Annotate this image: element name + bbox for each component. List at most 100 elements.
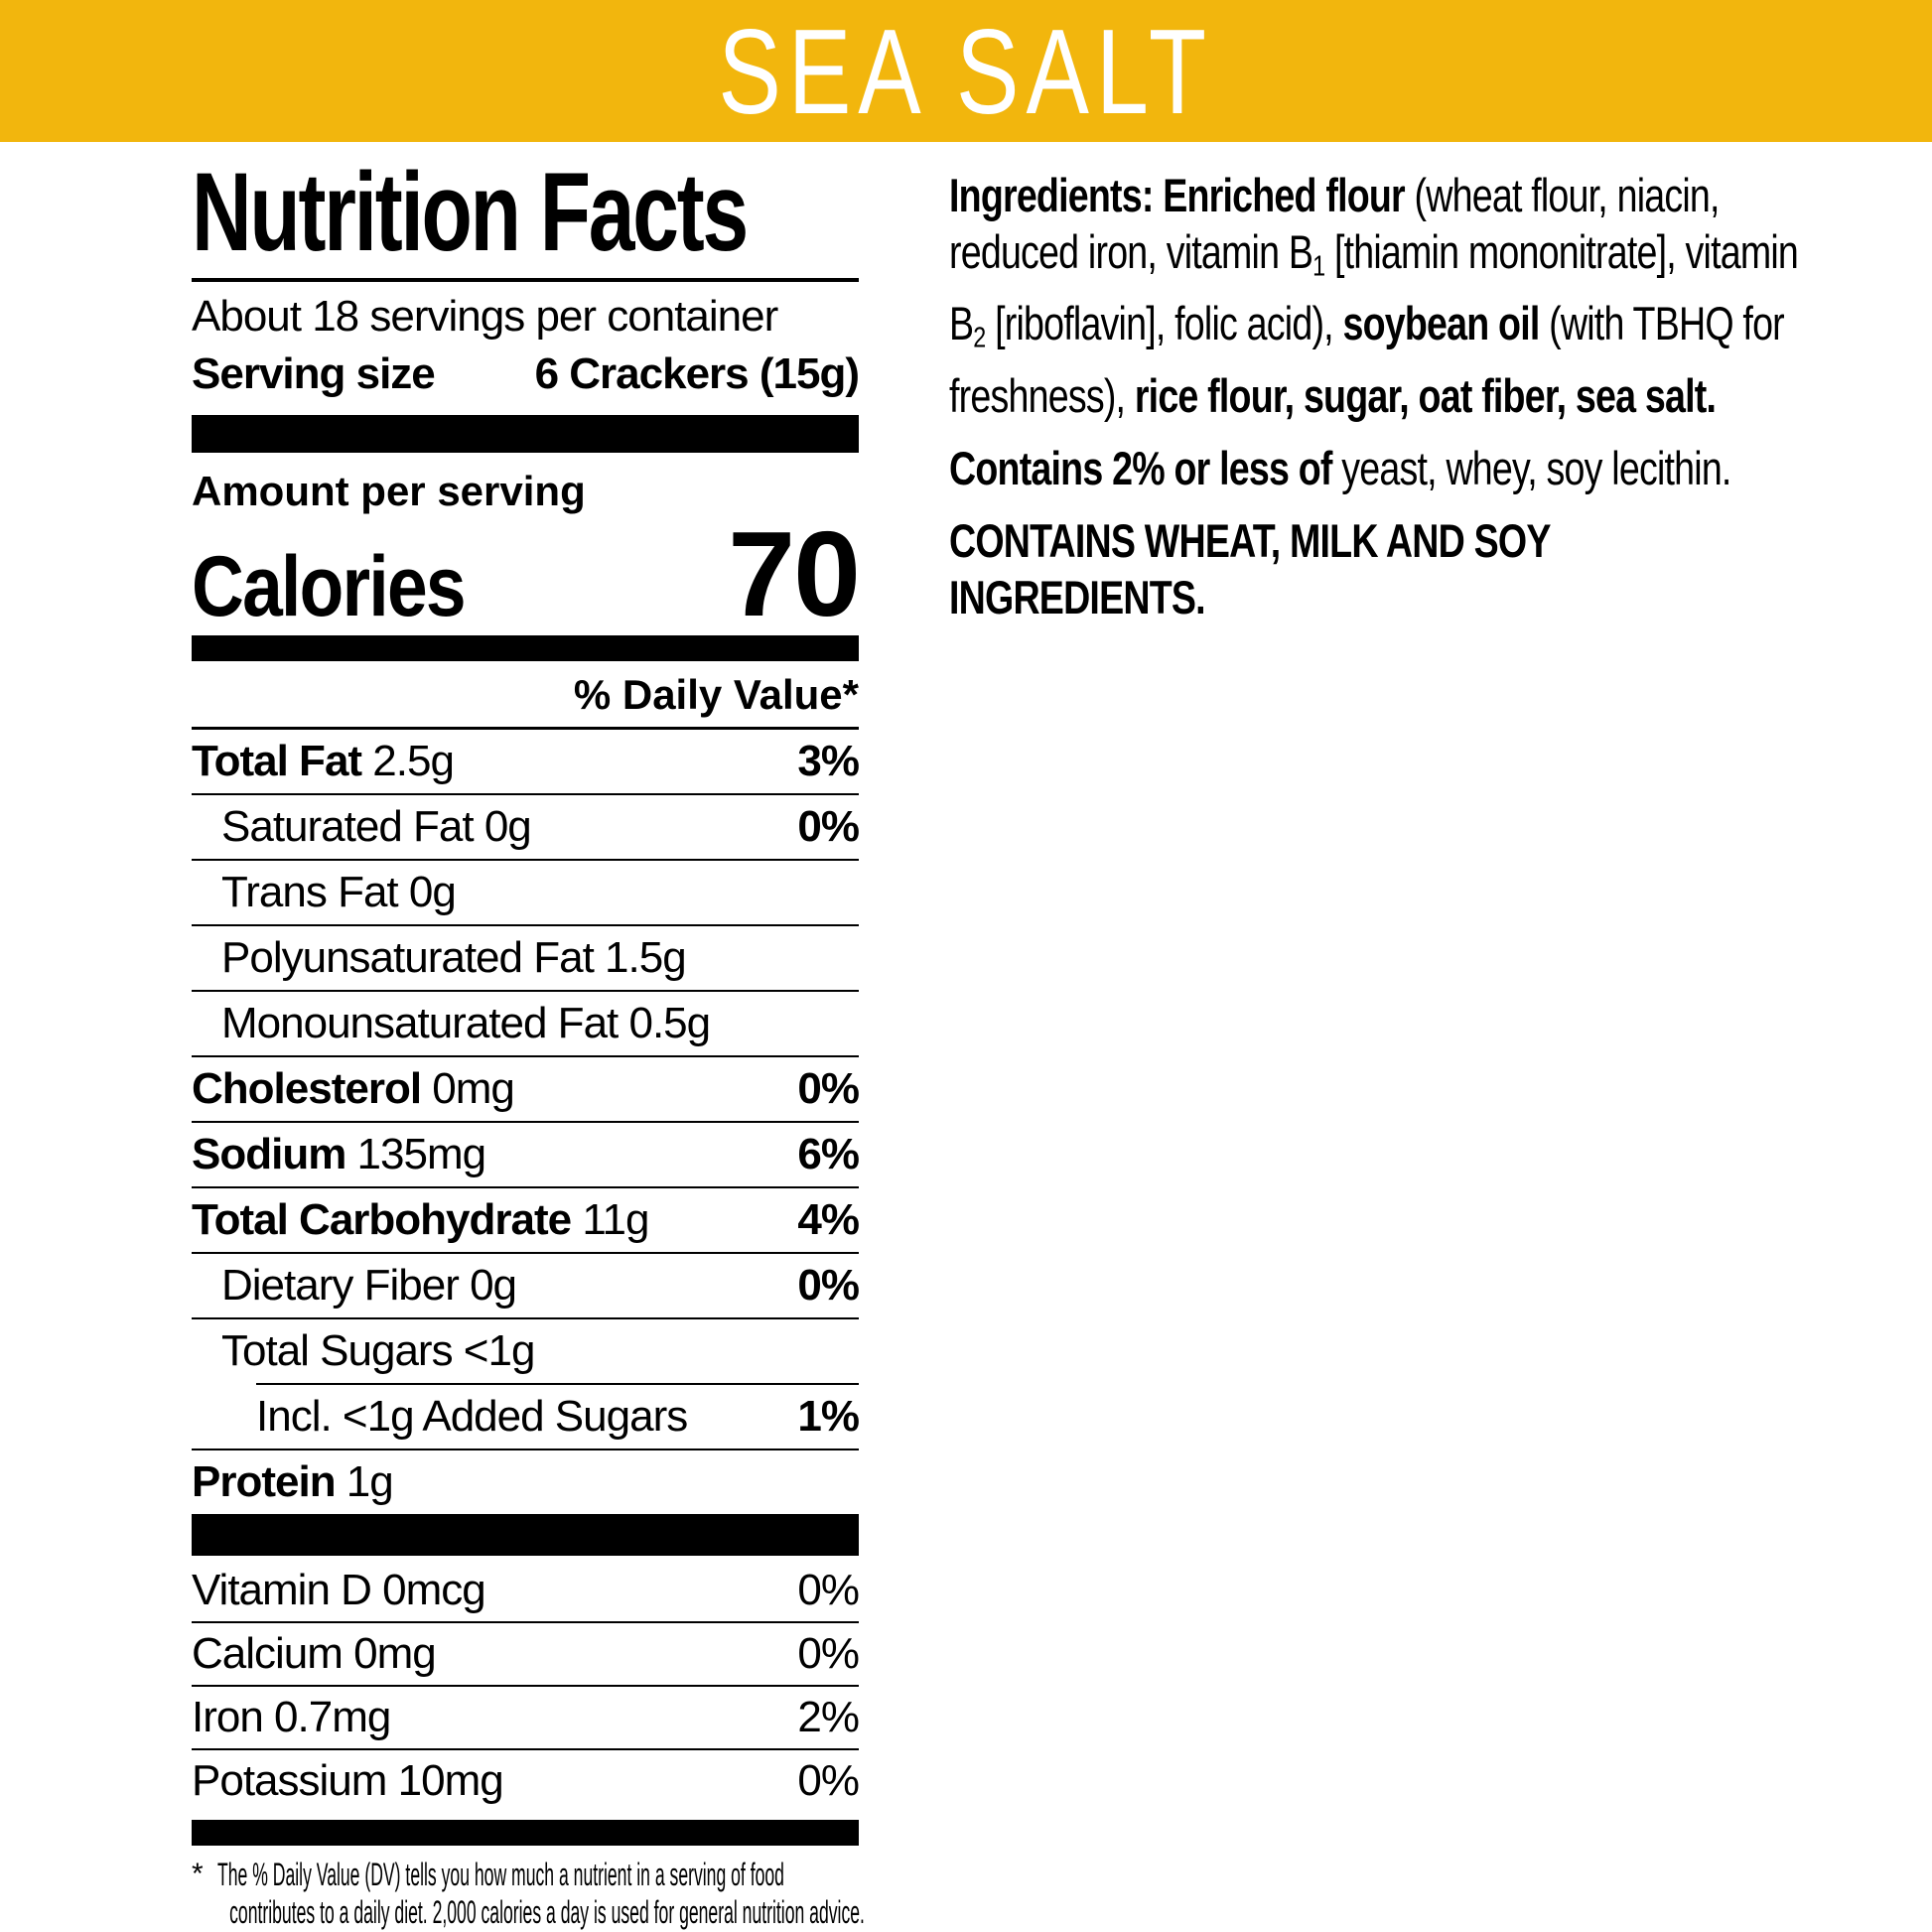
calories-label: Calories	[192, 538, 467, 634]
bold-ingredient-text: CONTAINS WHEAT, MILK AND SOY INGREDIENTS…	[949, 513, 1551, 623]
nutrient-label: Total Fat 2.5g	[192, 737, 455, 786]
ingredients-paragraph: Contains 2% or less of yeast, whey, soy …	[949, 440, 1809, 496]
nutrient-row: Incl. <1g Added Sugars 1%	[192, 1385, 860, 1449]
footnote-asterisk: *	[192, 1858, 204, 1891]
nutrient-row: Dietary Fiber 0g 0%	[192, 1254, 860, 1317]
footnote-line-1: The % Daily Value (DV) tells you how muc…	[217, 1857, 784, 1893]
nutrient-name: Polyunsaturated Fat	[221, 933, 595, 983]
nutrient-daily-value: 0%	[797, 1261, 860, 1311]
row-divider	[192, 924, 859, 927]
serving-size-row: Serving size 6 Crackers (15g)	[192, 345, 860, 403]
nutrient-row: Monounsaturated Fat 0.5g	[192, 992, 859, 1055]
bold-ingredient-text: Contains 2% or less of	[949, 441, 1332, 494]
row-divider	[192, 990, 859, 993]
row-divider	[192, 1252, 859, 1255]
calories-row: Calories 70	[192, 506, 861, 642]
nutrient-label: Saturated Fat 0g	[221, 802, 532, 852]
calories-value: 70	[728, 506, 861, 642]
nutrient-name: Trans Fat	[221, 868, 399, 917]
nutrient-name: Protein	[192, 1457, 337, 1507]
nutrient-name: Dietary Fiber	[221, 1261, 460, 1311]
row-divider	[192, 1748, 859, 1751]
vitamin-label: Calcium 0mg	[192, 1629, 437, 1679]
ingredient-text: [thiamin mononitrate], vitamin B	[949, 225, 1799, 350]
vitamin-label: Potassium 10mg	[192, 1756, 504, 1806]
nutrient-row: Total Fat 2.5g 3%	[192, 730, 860, 793]
nutrient-row: Saturated Fat 0g 0%	[192, 795, 860, 859]
vitamin-daily-value: 0%	[797, 1566, 860, 1615]
nutrient-daily-value: 3%	[797, 737, 860, 786]
nutrient-label: Polyunsaturated Fat 1.5g	[221, 933, 687, 983]
nutrient-row: Cholesterol 0mg 0%	[192, 1057, 860, 1121]
row-divider	[256, 1383, 859, 1386]
row-divider	[192, 1055, 859, 1058]
row-divider	[192, 859, 859, 862]
servings-per-container: About 18 servings per container	[192, 292, 778, 342]
nutrient-label: Dietary Fiber 0g	[221, 1261, 517, 1311]
nutrition-facts-title: Nutrition Facts	[192, 150, 749, 274]
amount-per-serving-label: Amount per serving	[192, 468, 586, 515]
ingredients-paragraph: CONTAINS WHEAT, MILK AND SOY INGREDIENTS…	[949, 512, 1809, 625]
nutrient-name: Sodium	[192, 1130, 346, 1179]
nutrient-daily-value: 6%	[797, 1130, 860, 1179]
vitamin-row: Calcium 0mg 0%	[192, 1623, 860, 1685]
nutrient-name: Saturated Fat	[221, 802, 475, 852]
row-divider	[192, 1317, 859, 1320]
nutrient-daily-value: 1%	[797, 1392, 860, 1442]
flavor-title: SEA SALT	[718, 3, 1214, 139]
row-divider	[192, 1121, 859, 1124]
daily-value-header: % Daily Value*	[573, 671, 859, 719]
vitamin-row: Iron 0.7mg 2%	[192, 1687, 860, 1748]
serving-size-label: Serving size	[192, 349, 436, 399]
nutrient-row: Total Carbohydrate 11g 4%	[192, 1188, 860, 1252]
medium-divider	[192, 635, 859, 662]
nutrient-daily-value: 0%	[797, 802, 860, 852]
ingredient-text: [riboflavin], folic acid),	[985, 297, 1343, 350]
bold-ingredient-text: rice flour, sugar, oat fiber, sea salt.	[1134, 368, 1717, 422]
row-divider	[192, 1621, 859, 1624]
ingredients-section: Ingredients: Enriched flour (wheat flour…	[949, 167, 1809, 641]
row-divider	[192, 1449, 859, 1451]
ingredient-text: yeast, whey, soy lecithin.	[1331, 441, 1731, 494]
ingredients-paragraph: Ingredients: Enriched flour (wheat flour…	[949, 167, 1809, 424]
nutrient-rows: Total Fat 2.5g 3% Saturated Fat 0g 0% Trans …	[192, 727, 860, 1514]
vitamin-label: Iron 0.7mg	[192, 1693, 391, 1742]
vitamin-daily-value: 0%	[797, 1756, 860, 1806]
title-divider	[192, 278, 859, 283]
nutrient-row: Polyunsaturated Fat 1.5g	[192, 926, 859, 990]
row-divider	[192, 1186, 859, 1189]
thick-divider	[192, 415, 859, 454]
bold-ingredient-text: Ingredients: Enriched flour	[949, 169, 1406, 221]
vitamin-daily-value: 0%	[797, 1629, 860, 1679]
nutrition-facts-panel: Nutrition Facts About 18 servings per co…	[192, 150, 865, 1931]
thick-divider	[192, 1820, 859, 1847]
row-divider	[192, 793, 859, 796]
footnote-text: The % Daily Value (DV) tells you how muc…	[217, 1856, 865, 1931]
nutrient-label: Cholesterol 0mg	[192, 1064, 515, 1114]
bold-ingredient-text: soybean oil	[1342, 297, 1540, 350]
ingredient-text: (with TBHQ for freshness),	[949, 297, 1785, 422]
nutrient-name: Total Carbohydrate	[192, 1195, 572, 1245]
nutrient-label: Total Sugars <1g	[221, 1326, 535, 1376]
ingredient-text: (wheat flour, niacin, reduced iron, vita…	[949, 169, 1720, 278]
nutrient-name: Cholesterol	[192, 1064, 422, 1114]
nutrient-label: Monounsaturated Fat 0.5g	[221, 999, 711, 1048]
nutrient-name: Monounsaturated Fat	[221, 999, 619, 1048]
nutrient-label: Incl. <1g Added Sugars	[192, 1392, 688, 1442]
nutrient-label: Protein 1g	[192, 1457, 394, 1507]
nutrient-name: Incl. <1g Added Sugars	[256, 1392, 688, 1442]
serving-size-value: 6 Crackers (15g)	[534, 349, 860, 399]
vitamin-daily-value: 2%	[797, 1693, 860, 1742]
nutrient-row: Sodium 135mg 6%	[192, 1123, 860, 1186]
nutrient-row: Trans Fat 0g	[192, 861, 859, 924]
vitamin-label: Vitamin D 0mcg	[192, 1566, 486, 1615]
nutrient-name: Total Sugars	[221, 1326, 454, 1376]
vitamin-row: Potassium 10mg 0%	[192, 1750, 860, 1812]
nutrient-label: Trans Fat 0g	[221, 868, 457, 917]
nutrient-daily-value: 4%	[797, 1195, 860, 1245]
row-divider	[192, 1685, 859, 1688]
nutrient-row: Protein 1g	[192, 1450, 859, 1514]
nutrient-label: Sodium 135mg	[192, 1130, 486, 1179]
flavor-banner: SEA SALT	[0, 0, 1932, 142]
